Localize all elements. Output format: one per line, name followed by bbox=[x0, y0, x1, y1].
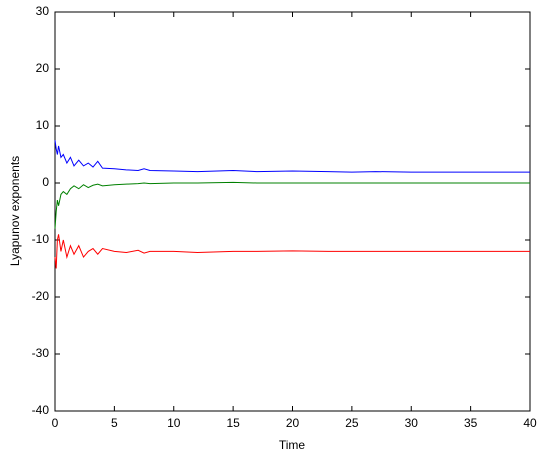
y-axis-label: Lyapunov exponents bbox=[8, 156, 22, 266]
plot-frame bbox=[54, 11, 531, 412]
y-tick-label: 10 bbox=[36, 118, 50, 132]
x-tick-label: 35 bbox=[464, 416, 478, 430]
x-tick-label: 20 bbox=[286, 416, 300, 430]
x-tick-label: 30 bbox=[405, 416, 419, 430]
y-tick-label: -10 bbox=[32, 232, 50, 246]
series-line bbox=[54, 140, 530, 173]
y-tick-label: -30 bbox=[32, 346, 50, 360]
y-tick-label: 0 bbox=[42, 175, 49, 189]
series-line bbox=[54, 234, 530, 269]
x-tick-label: 0 bbox=[52, 416, 59, 430]
x-axis-label: Time bbox=[279, 438, 306, 452]
x-tick-label: 10 bbox=[167, 416, 181, 430]
y-tick-label: 30 bbox=[36, 4, 50, 18]
y-tick-label: -40 bbox=[32, 403, 50, 417]
y-tick-label: 20 bbox=[36, 61, 50, 75]
x-tick-label: 5 bbox=[111, 416, 118, 430]
series-line bbox=[54, 181, 530, 229]
y-tick-label: -20 bbox=[32, 289, 50, 303]
x-tick-label: 15 bbox=[226, 416, 240, 430]
x-tick-label: 25 bbox=[345, 416, 359, 430]
x-tick-label: 40 bbox=[523, 416, 537, 430]
